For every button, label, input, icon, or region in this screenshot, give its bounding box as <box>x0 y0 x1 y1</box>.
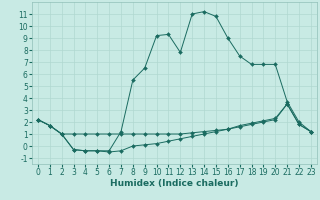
X-axis label: Humidex (Indice chaleur): Humidex (Indice chaleur) <box>110 179 239 188</box>
